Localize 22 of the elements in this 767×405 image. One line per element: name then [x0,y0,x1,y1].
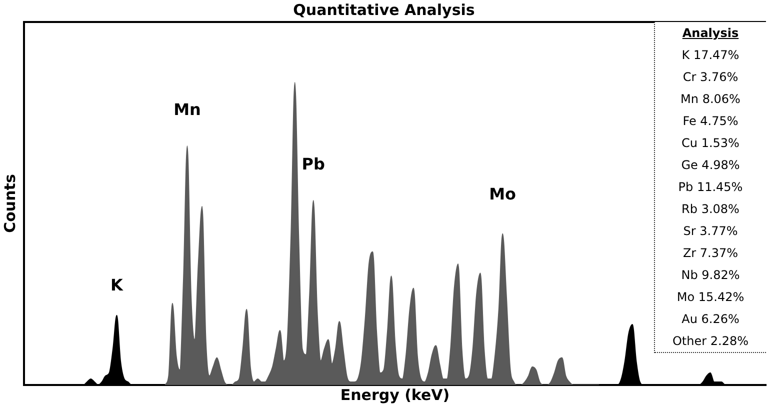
annotation: Au 6.26% [680,311,740,328]
annotation: K [110,275,124,294]
y-axis-title: Counts [0,174,19,233]
annotation: Mo [489,184,516,204]
annotation: Fe 4.75% [682,113,740,130]
annotation: Other 2.28% [671,333,750,350]
annotation: Pb [302,154,325,174]
annotation: Zr 7.37% [682,245,740,262]
annotation: Mn 8.06% [680,91,742,108]
annotation: Ge 4.98% [680,157,741,174]
annotation: Sr 3.77% [682,223,739,240]
annotation: Cu 1.53% [680,135,740,152]
annotation: Rb 3.08% [680,201,740,218]
text: Analysis [682,26,739,40]
x-axis-title: Energy (keV) [340,386,450,404]
annotation: Cr 3.76% [682,69,740,86]
annotation: Mo 15.42% [676,289,746,306]
chart-title: Quantitative Analysis [293,0,475,19]
annotation: Pb 11.45% [677,179,744,196]
annotation: Nb 9.82% [680,267,741,284]
text: K 17.47% [682,48,740,62]
annotation: Mn [174,100,201,119]
